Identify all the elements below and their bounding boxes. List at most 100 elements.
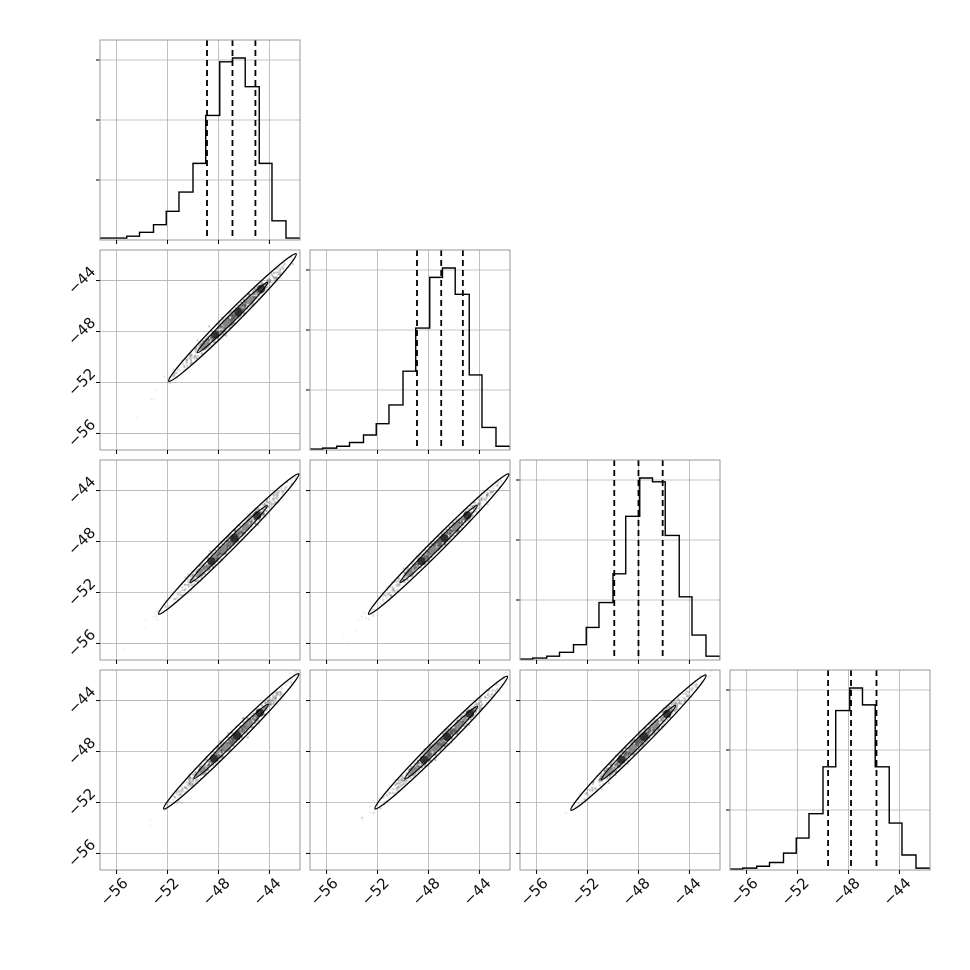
sample-point bbox=[439, 742, 442, 745]
sample-point bbox=[224, 334, 228, 337]
histogram-panel-4: −56 −52 −48 −44 bbox=[726, 669, 931, 909]
sample-point bbox=[481, 498, 484, 501]
panel-frame bbox=[309, 249, 511, 451]
sample-point bbox=[212, 555, 216, 558]
sample-point bbox=[361, 819, 364, 822]
sample-point bbox=[627, 752, 630, 756]
sample-point bbox=[439, 543, 442, 547]
sample-point bbox=[242, 304, 245, 307]
sample-point bbox=[268, 280, 271, 283]
sample-point bbox=[229, 740, 232, 743]
sample-point bbox=[624, 756, 627, 759]
sample-point bbox=[230, 741, 234, 744]
sample-point bbox=[175, 791, 178, 794]
sample-point bbox=[695, 686, 698, 689]
sample-point bbox=[277, 494, 280, 497]
sample-point bbox=[574, 805, 577, 808]
sample-point bbox=[623, 754, 626, 757]
sample-point bbox=[426, 554, 429, 557]
sample-point bbox=[189, 358, 193, 362]
sample-point bbox=[396, 782, 399, 785]
sample-point bbox=[391, 585, 394, 588]
sample-point bbox=[495, 484, 499, 488]
sample-point bbox=[683, 700, 686, 703]
sample-point bbox=[426, 755, 430, 758]
sample-point bbox=[207, 763, 210, 767]
sample-point bbox=[372, 614, 375, 618]
sample-point bbox=[287, 680, 290, 684]
sample-point bbox=[242, 531, 245, 534]
sample-point bbox=[215, 752, 219, 755]
sample-point bbox=[638, 740, 641, 744]
sample-point bbox=[398, 780, 401, 783]
sample-point bbox=[282, 490, 285, 494]
sample-point bbox=[164, 605, 167, 608]
sample-point bbox=[441, 741, 444, 744]
sample-point bbox=[228, 540, 231, 543]
sample-point bbox=[179, 791, 182, 794]
sample-point bbox=[665, 707, 668, 710]
sample-point bbox=[387, 592, 390, 595]
sample-point bbox=[493, 484, 496, 487]
sample-point bbox=[437, 541, 440, 544]
sample-point bbox=[261, 503, 264, 507]
sample-point bbox=[677, 702, 680, 705]
sample-point bbox=[280, 490, 284, 493]
sample-point bbox=[214, 557, 217, 560]
sample-point bbox=[191, 573, 194, 576]
sample-point bbox=[599, 775, 602, 778]
sample-point bbox=[627, 752, 631, 756]
sample-point bbox=[235, 532, 238, 535]
sample-point bbox=[439, 541, 442, 544]
sample-point bbox=[625, 752, 628, 755]
density-core bbox=[234, 307, 243, 316]
sample-point bbox=[402, 571, 406, 574]
sample-point bbox=[243, 304, 246, 307]
y-tick-label: −56 bbox=[64, 836, 99, 871]
y-tick-label: −52 bbox=[64, 365, 99, 400]
sample-point bbox=[222, 327, 225, 330]
sample-point bbox=[166, 381, 169, 384]
sample-point bbox=[241, 727, 244, 730]
sample-point bbox=[189, 359, 193, 362]
sample-point bbox=[219, 750, 222, 753]
density-core bbox=[218, 545, 228, 555]
sample-point bbox=[187, 780, 190, 784]
sample-point bbox=[207, 762, 211, 765]
sample-point bbox=[628, 752, 631, 755]
sample-point bbox=[250, 518, 253, 521]
sample-point bbox=[272, 701, 275, 704]
sample-point bbox=[240, 531, 243, 534]
density-core bbox=[222, 319, 231, 328]
density-core bbox=[651, 721, 660, 730]
sample-point bbox=[302, 466, 304, 468]
sample-point bbox=[186, 573, 189, 576]
sample-point bbox=[474, 712, 477, 716]
scatter-panel-r3-c2 bbox=[306, 459, 511, 664]
sample-point bbox=[646, 732, 650, 735]
sample-point bbox=[483, 695, 487, 699]
sample-point bbox=[450, 729, 453, 732]
sample-point bbox=[237, 535, 241, 538]
sample-point bbox=[150, 398, 153, 401]
sample-point bbox=[670, 709, 673, 712]
sample-point bbox=[639, 740, 642, 743]
sample-point bbox=[209, 550, 212, 553]
sample-point bbox=[252, 294, 255, 297]
sample-point bbox=[289, 672, 292, 675]
sample-point bbox=[455, 728, 458, 732]
sample-point bbox=[274, 695, 277, 698]
sample-point bbox=[203, 566, 207, 569]
density-core bbox=[640, 732, 649, 742]
sample-point bbox=[186, 578, 190, 581]
sample-point bbox=[229, 540, 232, 543]
sample-point bbox=[238, 533, 242, 536]
contour-inner bbox=[399, 504, 478, 584]
sample-point bbox=[214, 553, 217, 556]
sample-point bbox=[207, 763, 211, 766]
sample-point bbox=[229, 541, 233, 544]
density-core bbox=[431, 744, 440, 753]
sample-point bbox=[173, 373, 177, 376]
sample-point bbox=[415, 566, 419, 569]
sample-point bbox=[283, 486, 286, 489]
